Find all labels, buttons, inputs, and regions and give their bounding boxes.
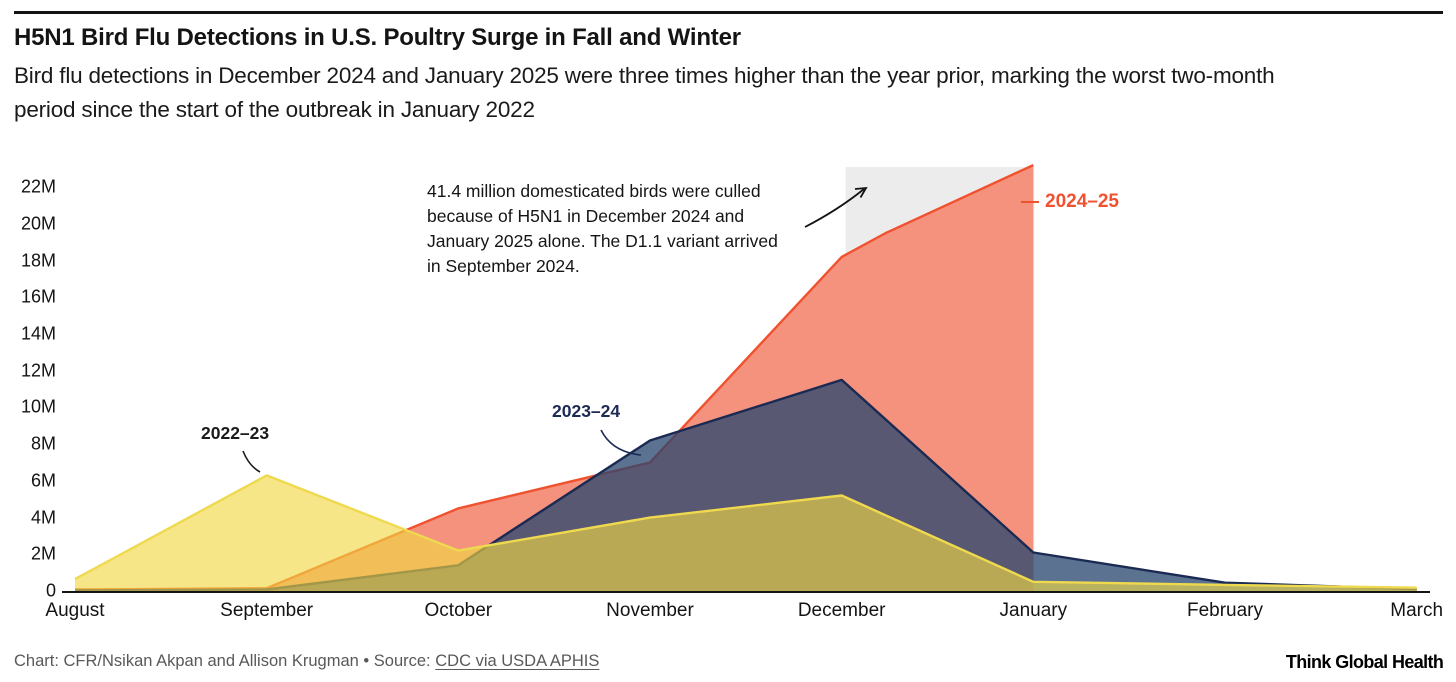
y-tick-label: 18M xyxy=(20,250,56,271)
top-rule xyxy=(14,11,1443,14)
y-tick-label: 8M xyxy=(30,433,56,454)
y-tick-label: 2M xyxy=(30,543,56,564)
series-label-2024-25: 2024–25 xyxy=(1045,191,1119,212)
y-tick-label: 6M xyxy=(30,470,56,491)
y-tick-label: 16M xyxy=(20,286,56,307)
chart-subtitle-line: period since the start of the outbreak i… xyxy=(14,97,535,122)
series-area-2022-23 xyxy=(75,475,1417,591)
x-tick-label: October xyxy=(424,600,493,621)
x-tick-label: November xyxy=(606,600,694,621)
x-tick-label: August xyxy=(45,600,105,621)
y-tick-label: 0 xyxy=(45,580,56,601)
y-tick-label: 22M xyxy=(20,176,56,197)
culled-note-line: in September 2024. xyxy=(427,256,580,276)
y-tick-label: 20M xyxy=(20,213,56,234)
think-global-health-logo: Think Global Health xyxy=(1285,651,1444,672)
series-label-2023-24: 2023–24 xyxy=(552,401,621,421)
culled-note-line: January 2025 alone. The D1.1 variant arr… xyxy=(427,231,778,251)
y-tick-label: 10M xyxy=(20,396,56,417)
note-arrow xyxy=(804,188,865,228)
y-tick-label: 4M xyxy=(30,507,56,528)
series-area-2023-24 xyxy=(75,379,1417,591)
x-tick-label: March xyxy=(1390,600,1444,621)
chart-subtitle-line: Bird flu detections in December 2024 and… xyxy=(14,63,1275,88)
series-label-2022-23: 2022–23 xyxy=(201,423,270,443)
series-line-2022-23 xyxy=(74,474,1417,589)
x-tick-label: January xyxy=(999,600,1068,621)
pointer-2023-24 xyxy=(600,429,642,456)
credit-text: Chart: CFR/Nsikan Akpan and Allison Krug… xyxy=(14,652,436,670)
x-tick-label: September xyxy=(220,600,314,621)
note-arrow-head xyxy=(854,186,868,198)
y-tick-label: 12M xyxy=(20,360,56,381)
culled-note: 41.4 million domesticated birds were cul… xyxy=(427,179,778,279)
chart-subtitle: Bird flu detections in December 2024 and… xyxy=(14,59,1275,127)
culled-note-line: 41.4 million domesticated birds were cul… xyxy=(427,181,761,201)
culled-note-line: because of H5N1 in December 2024 and xyxy=(427,206,745,226)
pointer-2022-23 xyxy=(242,450,261,473)
y-tick-label: 14M xyxy=(20,323,56,344)
footer-credit: Chart: CFR/Nsikan Akpan and Allison Krug… xyxy=(14,652,599,671)
x-tick-label: December xyxy=(797,600,886,621)
x-tick-label: February xyxy=(1186,600,1264,621)
source-link[interactable]: CDC via USDA APHIS xyxy=(435,652,600,670)
page-title: H5N1 Bird Flu Detections in U.S. Poultry… xyxy=(14,24,741,51)
